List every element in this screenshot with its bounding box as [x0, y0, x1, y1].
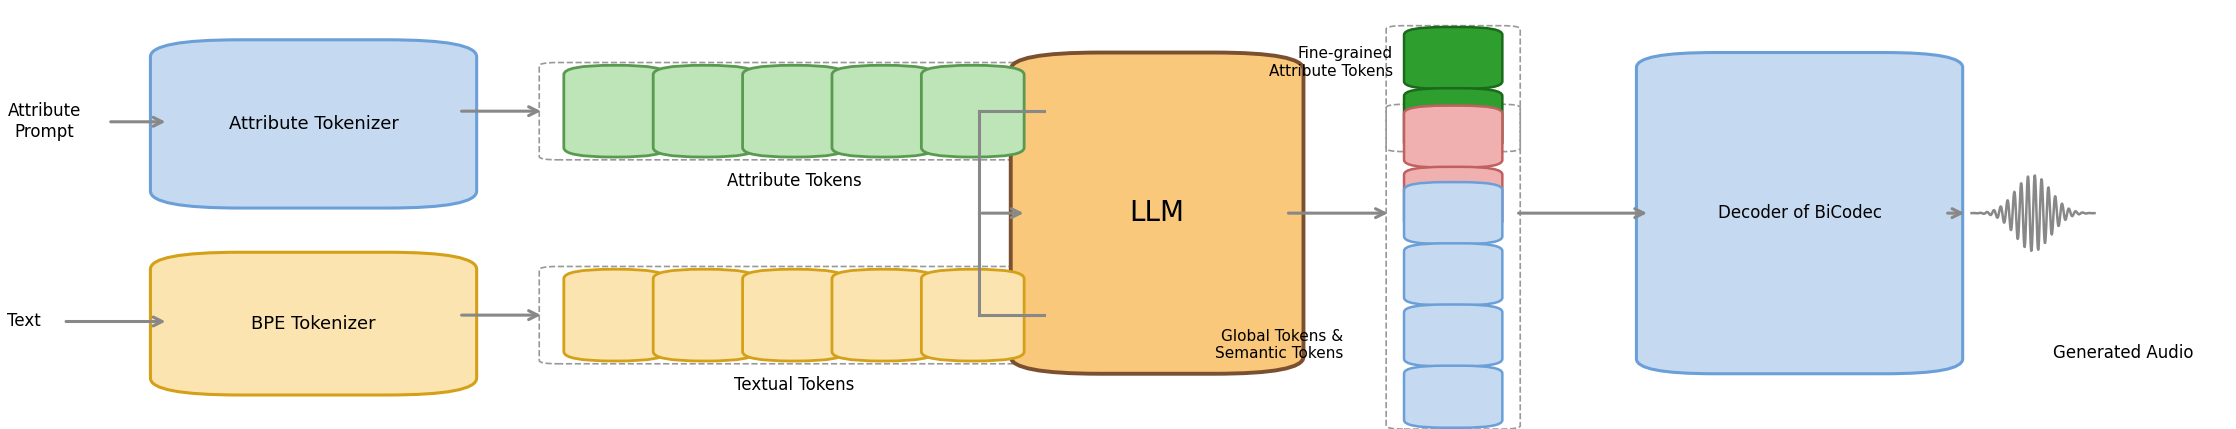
- Text: Attribute
Prompt: Attribute Prompt: [7, 103, 80, 141]
- FancyBboxPatch shape: [742, 65, 845, 157]
- FancyBboxPatch shape: [1404, 366, 1503, 428]
- FancyBboxPatch shape: [1011, 52, 1304, 374]
- Text: Attribute Tokenizer: Attribute Tokenizer: [228, 115, 398, 133]
- Text: BPE Tokenizer: BPE Tokenizer: [250, 314, 376, 332]
- Text: Textual Tokens: Textual Tokens: [733, 376, 854, 394]
- FancyBboxPatch shape: [150, 252, 476, 395]
- FancyBboxPatch shape: [1637, 52, 1963, 374]
- FancyBboxPatch shape: [150, 40, 476, 208]
- FancyBboxPatch shape: [832, 65, 935, 157]
- FancyBboxPatch shape: [742, 269, 845, 361]
- Text: Generated Audio: Generated Audio: [2053, 344, 2194, 363]
- FancyBboxPatch shape: [563, 65, 666, 157]
- FancyBboxPatch shape: [921, 269, 1024, 361]
- FancyBboxPatch shape: [1404, 106, 1503, 168]
- Text: Decoder of BiCodec: Decoder of BiCodec: [1717, 204, 1880, 222]
- Text: Fine-grained
Attribute Tokens: Fine-grained Attribute Tokens: [1268, 46, 1393, 79]
- Text: Text: Text: [7, 312, 40, 330]
- Text: LLM: LLM: [1129, 199, 1185, 227]
- Text: Attribute Tokens: Attribute Tokens: [727, 172, 861, 190]
- FancyBboxPatch shape: [1404, 182, 1503, 244]
- FancyBboxPatch shape: [832, 269, 935, 361]
- FancyBboxPatch shape: [1404, 305, 1503, 366]
- FancyBboxPatch shape: [1404, 27, 1503, 89]
- FancyBboxPatch shape: [921, 65, 1024, 157]
- Text: Global Tokens &
Semantic Tokens: Global Tokens & Semantic Tokens: [1216, 329, 1344, 361]
- FancyBboxPatch shape: [563, 269, 666, 361]
- FancyBboxPatch shape: [653, 269, 756, 361]
- FancyBboxPatch shape: [1404, 243, 1503, 305]
- FancyBboxPatch shape: [1404, 167, 1503, 229]
- FancyBboxPatch shape: [653, 65, 756, 157]
- FancyBboxPatch shape: [1404, 88, 1503, 150]
